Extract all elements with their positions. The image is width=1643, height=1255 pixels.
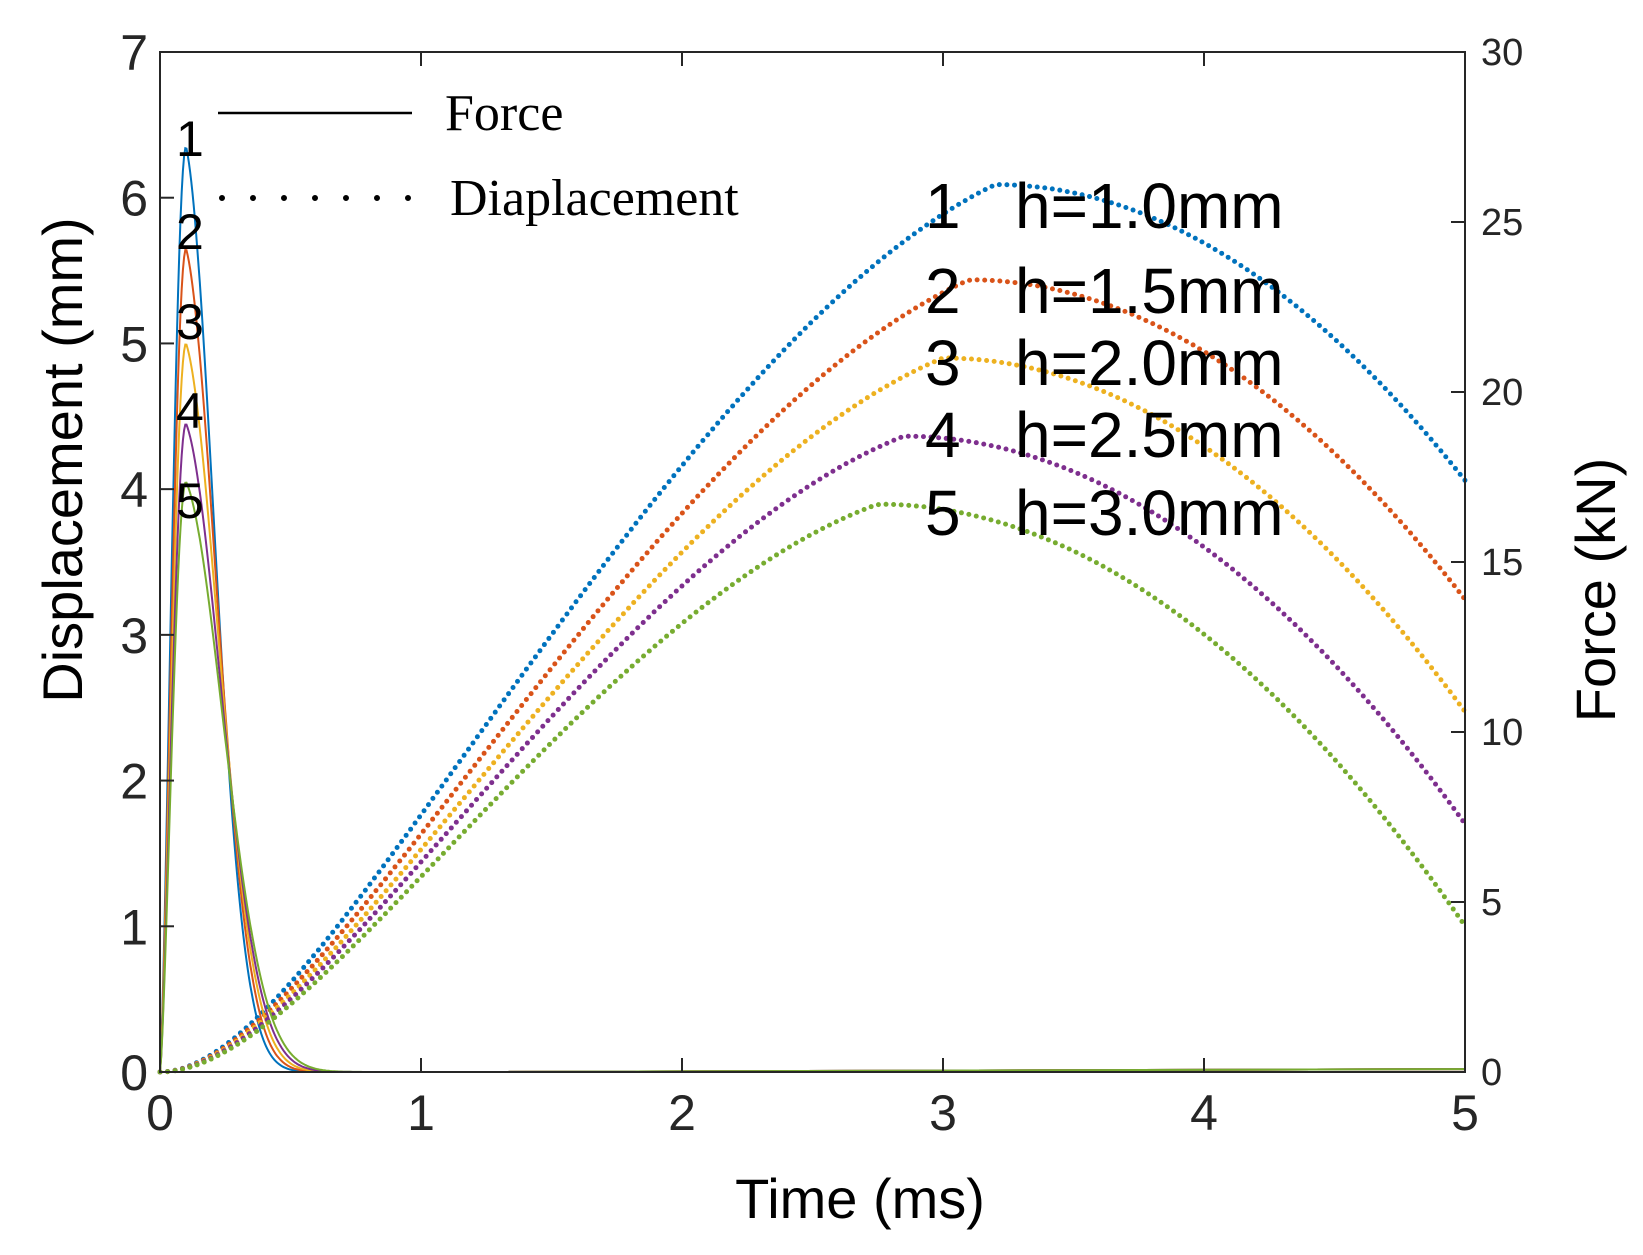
y-left-tick-label: 1 (120, 899, 148, 955)
legend: Force Diaplacement (218, 85, 739, 227)
peak-label-5: 5 (176, 473, 204, 529)
peak-labels: 1 2 3 4 5 (176, 111, 204, 529)
x-tick-label: 0 (146, 1085, 174, 1141)
x-tick-label: 1 (407, 1085, 435, 1141)
annotations: 1 h=1.0mm 2 h=1.5mm 3 h=2.0mm 4 h=2.5mm … (925, 170, 1284, 549)
peak-label-4: 4 (176, 383, 204, 439)
annotation-number-1: 1 (925, 170, 961, 242)
annotation-label-2: h=1.5mm (1015, 255, 1284, 327)
annotation-number-5: 5 (925, 477, 961, 549)
x-tick-label: 4 (1190, 1085, 1218, 1141)
axes-layer (159, 51, 1466, 1073)
displacement-line-2 (157, 277, 1468, 1075)
annotation-label-3: h=2.0mm (1015, 327, 1284, 399)
displacement-line-5 (157, 501, 1468, 1075)
y-right-tick-label: 20 (1481, 372, 1523, 414)
annotation-label-1: h=1.0mm (1015, 170, 1284, 242)
y-left-tick-label: 7 (120, 25, 148, 81)
y-right-tick-label: 0 (1481, 1052, 1502, 1094)
peak-label-3: 3 (176, 294, 204, 350)
y-left-tick-label: 2 (120, 754, 148, 810)
peak-label-2: 2 (176, 204, 204, 260)
y-right-tick-label: 5 (1481, 882, 1502, 924)
x-axis-label: Time (ms) (735, 1167, 985, 1230)
annotation-number-3: 3 (925, 327, 961, 399)
y-left-tick-label: 4 (120, 462, 148, 518)
legend-displacement-label: Diaplacement (450, 170, 739, 227)
x-tick-label: 3 (929, 1085, 957, 1141)
y-left-tick-label: 6 (120, 171, 148, 227)
y-left-axis-label: Displacement (mm) (31, 217, 94, 702)
y-left-tick-label: 3 (120, 608, 148, 664)
displacement-line-4 (157, 433, 1468, 1075)
y-right-tick-label: 15 (1481, 542, 1523, 584)
force-line-5 (159, 481, 1466, 1073)
peak-label-1: 1 (176, 111, 204, 167)
y-right-tick-label: 10 (1481, 712, 1523, 754)
y-left-tick-label: 5 (120, 316, 148, 372)
annotation-label-4: h=2.5mm (1015, 399, 1284, 471)
y-right-axis-label: Force (kN) (1564, 458, 1627, 722)
y-right-tick-label: 25 (1481, 202, 1523, 244)
displacement-line-1 (157, 182, 1468, 1075)
annotation-label-5: h=3.0mm (1015, 477, 1284, 549)
legend-force-label: Force (445, 85, 563, 142)
y-right-tick-label: 30 (1481, 32, 1523, 74)
x-tick-label: 2 (668, 1085, 696, 1141)
x-tick-label: 5 (1451, 1085, 1479, 1141)
annotation-number-2: 2 (925, 255, 961, 327)
y-left-tick-label: 0 (120, 1045, 148, 1101)
annotation-number-4: 4 (925, 399, 961, 471)
displacement-line-3 (157, 355, 1468, 1075)
